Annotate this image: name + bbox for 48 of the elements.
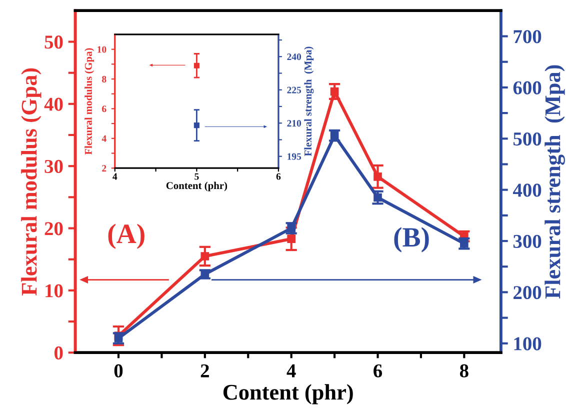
x-tick-label: 6: [276, 173, 281, 180]
y2-tick-label: 500: [513, 132, 542, 146]
x-tick-label: 6: [374, 364, 382, 378]
point: [330, 131, 339, 140]
y-tick-label: 30: [44, 160, 63, 174]
x-tick-label: 4: [286, 364, 296, 378]
y-tick-label: 40: [44, 98, 63, 111]
point: [287, 224, 296, 232]
y2-tick-label: 210: [287, 120, 302, 127]
point: [330, 87, 339, 96]
y2-tick-label: 225: [287, 86, 302, 94]
y-axis-title: Flexural modulus (Gpa): [84, 48, 94, 155]
y2-tick-label: 400: [512, 184, 542, 197]
point: [287, 234, 296, 243]
point: [200, 270, 210, 278]
y2-tick-label: 240: [287, 54, 302, 60]
y2-tick-label: 195: [288, 153, 302, 160]
x-tick-label: 5: [194, 173, 199, 180]
y-tick-label: 0: [54, 346, 63, 360]
point: [374, 172, 382, 181]
point: [114, 334, 123, 342]
point: [374, 193, 382, 202]
y2-tick-label: 100: [514, 337, 542, 350]
y2-tick-label: 700: [514, 30, 542, 44]
x-tick-label: 2: [200, 364, 209, 378]
y-tick-label: 20: [44, 222, 63, 236]
y2-axis-title: Flexural strength (Mpa): [544, 65, 565, 299]
y-axis-title: Flexural modulus (Gpa): [21, 68, 42, 296]
y-tick-label: 4: [102, 135, 106, 142]
y-tick-label: 6: [102, 106, 106, 112]
y-tick-label: 8: [102, 76, 106, 82]
x-tick-label: 4: [112, 173, 118, 180]
x-tick-label: 8: [460, 364, 468, 378]
y2-tick-label: 200: [514, 286, 542, 300]
y2-tick-label: 300: [513, 234, 542, 248]
y-tick-label: 2: [102, 165, 106, 172]
annotation: (B): [394, 227, 429, 252]
point: [200, 252, 210, 260]
x-axis-title: Content (phr): [223, 384, 353, 404]
x-tick-label: 0: [114, 364, 123, 378]
y-tick-label: 50: [44, 36, 63, 49]
annotation: (A): [108, 224, 144, 249]
y2-axis-title: Flexural strength (Mpa): [304, 46, 314, 156]
x-axis-title: Content (phr): [166, 182, 228, 192]
y-tick-label: 10: [98, 46, 106, 53]
y2-tick-label: 600: [513, 81, 542, 94]
point: [460, 239, 468, 248]
y-tick-label: 10: [46, 284, 63, 298]
